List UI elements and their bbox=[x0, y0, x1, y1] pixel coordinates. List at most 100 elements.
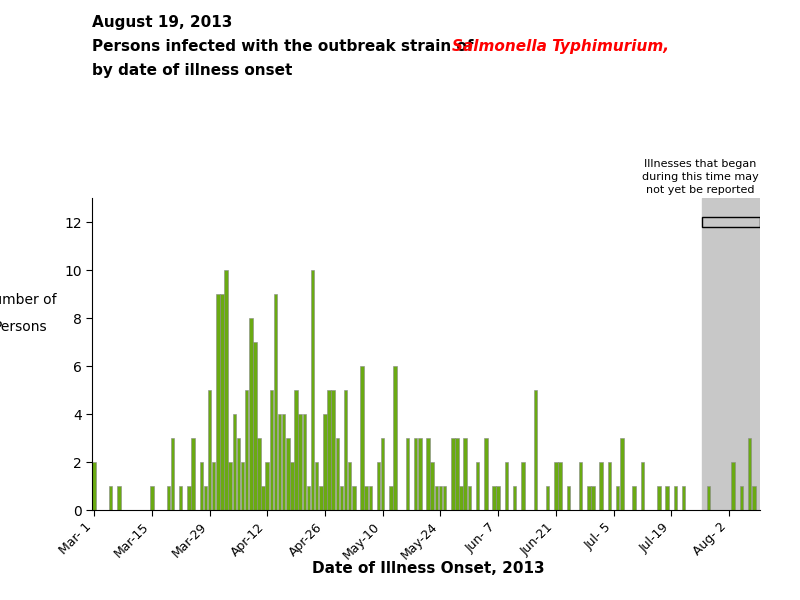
Bar bbox=[245, 390, 248, 510]
Bar bbox=[534, 390, 537, 510]
Bar bbox=[109, 486, 112, 510]
Bar bbox=[658, 486, 661, 510]
Bar bbox=[394, 366, 397, 510]
Bar bbox=[258, 438, 261, 510]
Bar bbox=[740, 486, 743, 510]
Bar bbox=[253, 342, 257, 510]
Bar bbox=[294, 390, 298, 510]
Bar bbox=[674, 486, 678, 510]
Bar bbox=[249, 318, 253, 510]
Text: Date of Illness Onset, 2013: Date of Illness Onset, 2013 bbox=[312, 561, 544, 576]
Bar bbox=[587, 486, 590, 510]
Bar bbox=[319, 486, 322, 510]
Bar bbox=[451, 438, 454, 510]
Bar bbox=[224, 270, 228, 510]
Bar bbox=[327, 390, 331, 510]
Bar bbox=[290, 462, 294, 510]
Bar bbox=[365, 486, 368, 510]
Bar bbox=[278, 414, 282, 510]
Bar bbox=[702, 217, 760, 227]
Bar bbox=[706, 486, 710, 510]
Bar bbox=[546, 486, 550, 510]
Bar bbox=[434, 486, 438, 510]
Bar bbox=[306, 486, 310, 510]
Bar bbox=[170, 438, 174, 510]
Bar bbox=[463, 438, 467, 510]
Bar bbox=[199, 462, 203, 510]
Bar bbox=[179, 486, 182, 510]
Bar bbox=[521, 462, 525, 510]
Bar bbox=[311, 270, 314, 510]
Bar bbox=[369, 486, 372, 510]
Text: Persons: Persons bbox=[0, 320, 47, 334]
Bar bbox=[381, 438, 385, 510]
Bar bbox=[513, 486, 517, 510]
Bar bbox=[752, 486, 755, 510]
Bar bbox=[241, 462, 244, 510]
Bar bbox=[641, 462, 644, 510]
Bar bbox=[554, 462, 558, 510]
Bar bbox=[352, 486, 355, 510]
Bar bbox=[166, 486, 170, 510]
Bar bbox=[505, 462, 508, 510]
Bar bbox=[228, 462, 232, 510]
Bar bbox=[620, 438, 624, 510]
Bar bbox=[323, 414, 326, 510]
Bar bbox=[666, 486, 669, 510]
Bar bbox=[92, 462, 96, 510]
Bar bbox=[335, 438, 339, 510]
Bar bbox=[340, 486, 343, 510]
Bar bbox=[777, 486, 780, 510]
Bar bbox=[302, 414, 306, 510]
Bar bbox=[467, 486, 471, 510]
Bar bbox=[748, 438, 751, 510]
Bar bbox=[418, 438, 422, 510]
Bar bbox=[233, 414, 236, 510]
Bar bbox=[406, 438, 409, 510]
Bar bbox=[769, 486, 772, 510]
Text: August 19, 2013: August 19, 2013 bbox=[92, 15, 232, 30]
Bar bbox=[191, 438, 194, 510]
Bar bbox=[315, 462, 318, 510]
Bar bbox=[430, 462, 434, 510]
Bar bbox=[484, 438, 487, 510]
Bar bbox=[438, 486, 442, 510]
Bar bbox=[558, 462, 562, 510]
Bar bbox=[414, 438, 418, 510]
Bar bbox=[286, 438, 290, 510]
Bar bbox=[274, 294, 278, 510]
Bar bbox=[731, 462, 735, 510]
Bar bbox=[459, 486, 463, 510]
Bar bbox=[443, 486, 446, 510]
Text: Number of: Number of bbox=[0, 293, 57, 307]
Bar bbox=[760, 438, 764, 510]
Bar bbox=[682, 486, 686, 510]
Bar bbox=[497, 486, 500, 510]
Bar bbox=[348, 462, 351, 510]
Bar bbox=[208, 390, 211, 510]
Bar bbox=[204, 486, 207, 510]
Bar bbox=[377, 462, 380, 510]
Bar bbox=[765, 462, 768, 510]
Bar bbox=[476, 462, 479, 510]
Bar bbox=[187, 486, 190, 510]
Bar bbox=[360, 366, 364, 510]
Bar bbox=[282, 414, 286, 510]
Bar bbox=[591, 486, 594, 510]
Bar bbox=[616, 486, 619, 510]
Text: Salmonella Typhimurium,: Salmonella Typhimurium, bbox=[452, 39, 669, 54]
Bar bbox=[566, 486, 570, 510]
Bar bbox=[150, 486, 154, 510]
Bar bbox=[266, 462, 269, 510]
Bar bbox=[579, 462, 582, 510]
Bar bbox=[117, 486, 121, 510]
Bar bbox=[633, 486, 636, 510]
Bar bbox=[298, 414, 302, 510]
Bar bbox=[702, 198, 760, 510]
Text: by date of illness onset: by date of illness onset bbox=[92, 63, 292, 78]
Text: Persons infected with the outbreak strain of: Persons infected with the outbreak strai… bbox=[92, 39, 478, 54]
Bar bbox=[237, 438, 240, 510]
Bar bbox=[270, 390, 273, 510]
Bar bbox=[389, 486, 393, 510]
Bar bbox=[344, 390, 347, 510]
